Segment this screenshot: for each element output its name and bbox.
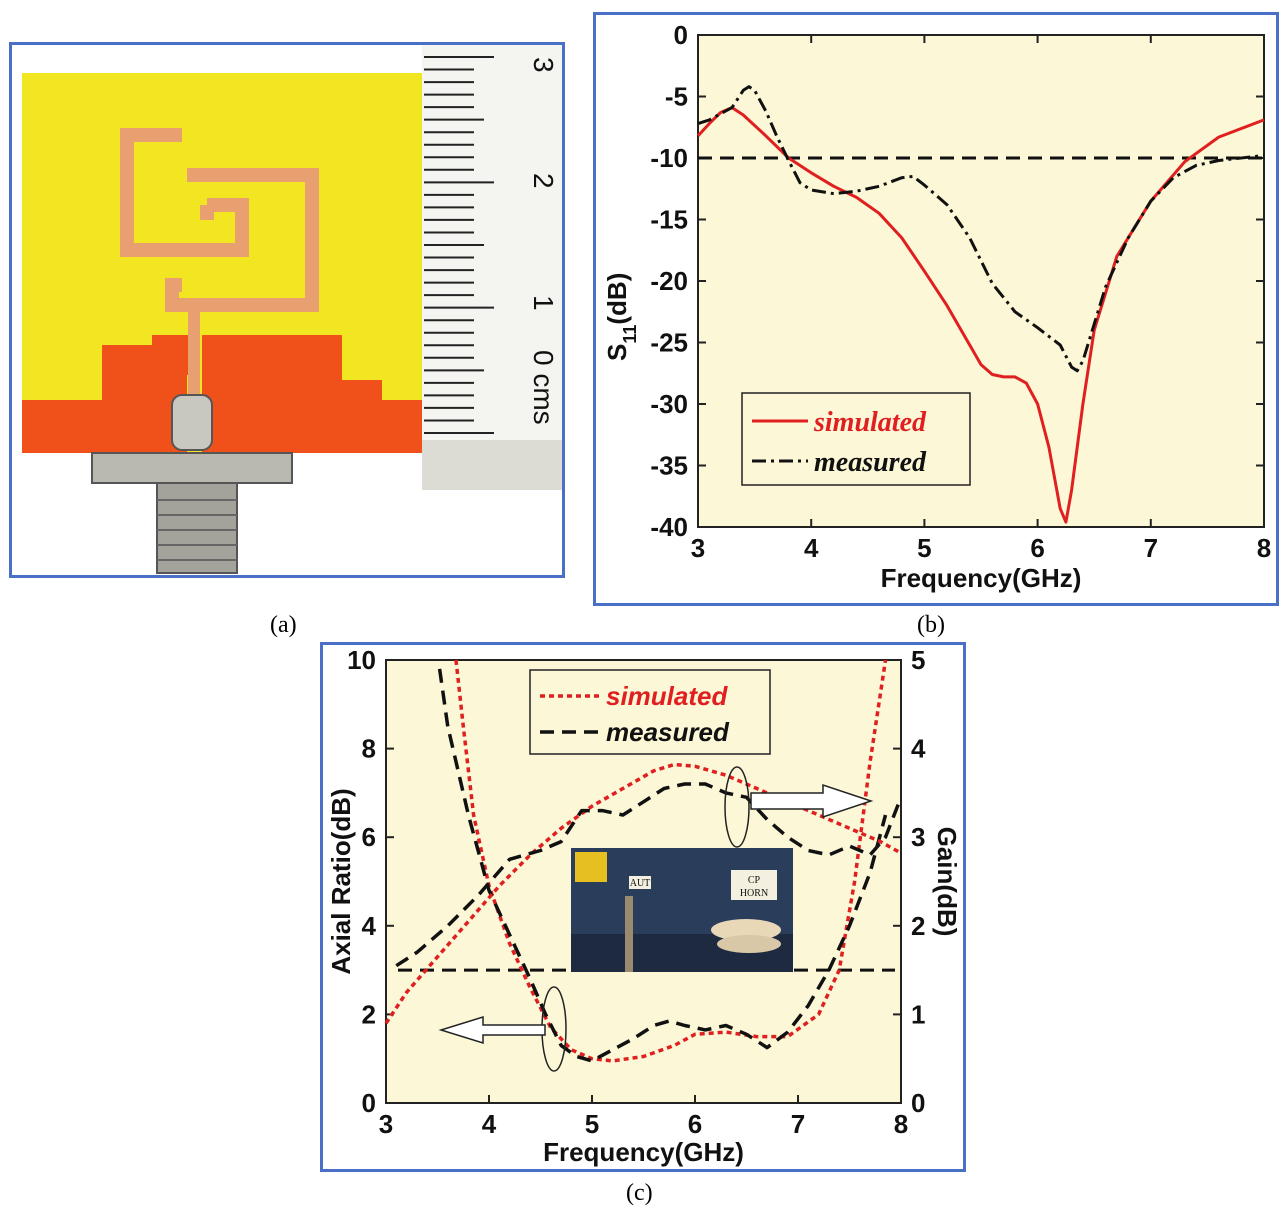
- series-measured-line: [697, 85, 1265, 373]
- series-simulated-line: [696, 106, 1265, 524]
- y-right-tick-label: 2: [911, 911, 925, 941]
- spiral-patch: [120, 128, 319, 312]
- y-tick-label: -15: [650, 205, 688, 235]
- y-left-tick-label: 0: [362, 1088, 376, 1118]
- ruler-ticks: [424, 56, 494, 434]
- ground-plane-left: [22, 335, 192, 453]
- y-tick-label: 0: [674, 20, 688, 50]
- y-axis-label-main: S: [602, 344, 632, 361]
- y-right-tick-label: 4: [911, 734, 926, 764]
- y-right-tick-label: 1: [911, 999, 925, 1029]
- x-tick-label: 8: [1257, 533, 1271, 563]
- series-simulated-axial-ratio-line: [454, 659, 888, 1063]
- x-tick-label: 3: [691, 533, 705, 563]
- y-axis-label-subscript: 11: [620, 325, 640, 344]
- x-axis-label: Frequency(GHz): [881, 563, 1082, 593]
- series-simulated-gain-line: [384, 762, 902, 1025]
- y-right-axis-label: Gain(dB): [932, 827, 962, 937]
- x-tick-label: 5: [917, 533, 931, 563]
- y-left-tick-label: 6: [362, 822, 376, 852]
- legend-label-simulated: simulated: [813, 407, 927, 438]
- connector-body: [156, 482, 238, 574]
- ruler-label-3: 3: [528, 57, 559, 73]
- legend-label-measured: measured: [606, 717, 730, 747]
- x-tick-label: 4: [482, 1109, 497, 1139]
- series-measured-gain-line: [395, 782, 903, 968]
- inset-aut-antenna: [575, 852, 607, 882]
- caption-c: (c): [626, 1180, 653, 1206]
- x-tick-label: 7: [791, 1109, 805, 1139]
- annotation-ellipse-gain: [724, 766, 750, 848]
- y-tick-label: -25: [650, 328, 688, 358]
- y-axis-label-unit: (dB): [602, 273, 632, 325]
- inset-horn-label: HORN: [740, 888, 768, 899]
- connector-pin: [171, 394, 213, 451]
- panel-c-ar-gain-chart: 3 4 5 6 7 8 0 2 4 6 8 10 0 1 2 3 4 5 AUT CP HORN simulated mea…: [320, 642, 966, 1172]
- x-tick-label: 6: [688, 1109, 702, 1139]
- x-tick-label: 3: [379, 1109, 393, 1139]
- inset-aut-label: AUT: [630, 878, 651, 889]
- y-left-tick-label: 4: [362, 911, 377, 941]
- inset-horn-antenna-lower: [717, 935, 781, 953]
- series-measured-axial-ratio-line: [437, 668, 888, 1063]
- antenna-photo: 3 2 1 0 cms: [22, 45, 562, 574]
- ruler-label-0: 0 cms: [528, 350, 559, 425]
- inset-horn-antenna: [711, 919, 781, 941]
- x-tick-label: 8: [894, 1109, 908, 1139]
- legend-label-simulated: simulated: [606, 681, 728, 711]
- feed-line: [188, 310, 200, 395]
- y-tick-label: -10: [650, 143, 688, 173]
- legend-label-measured: measured: [814, 447, 927, 478]
- s11-chart: 3 4 5 6 7 8 0 -5 -10 -15 -20 -25 -30 -35 -40 Frequency(…: [602, 20, 1271, 593]
- x-axis-label: Frequency(GHz): [543, 1137, 744, 1167]
- y-axis-label: S11(dB): [602, 273, 640, 361]
- y-right-tick-label: 3: [911, 822, 925, 852]
- arrow-left-icon: [438, 1015, 546, 1045]
- y-right-tick-label: 5: [911, 645, 925, 675]
- y-tick-label: -40: [650, 512, 688, 542]
- caption-b: (b): [917, 612, 945, 638]
- panel-a-photo: 3 2 1 0 cms: [9, 42, 565, 578]
- panel-b-s11-chart: 3 4 5 6 7 8 0 -5 -10 -15 -20 -25 -30 -35 -40 Frequency(…: [593, 12, 1279, 606]
- y-left-tick-label: 10: [347, 645, 376, 675]
- legend-box: [529, 669, 771, 755]
- y-tick-label: -5: [665, 82, 688, 112]
- y-left-tick-label: 8: [362, 734, 376, 764]
- legend-box: [741, 392, 971, 486]
- x-tick-label: 4: [804, 533, 819, 563]
- ruler-label-2: 2: [528, 173, 559, 189]
- x-tick-label: 7: [1144, 533, 1158, 563]
- x-tick-label: 6: [1030, 533, 1044, 563]
- y-right-tick-label: 0: [911, 1088, 925, 1118]
- ruler-label-1: 1: [528, 295, 559, 311]
- inset-aut-stand: [625, 896, 633, 972]
- y-tick-label: -30: [650, 389, 688, 419]
- inset-horn-tag: [731, 870, 777, 900]
- y-tick-label: -35: [650, 451, 688, 481]
- y-tick-label: -20: [650, 266, 688, 296]
- inset-aut-tag: [629, 876, 651, 889]
- connector-flange: [91, 452, 293, 484]
- y-left-axis-label: Axial Ratio(dB): [326, 788, 356, 974]
- inset-cp-label: CP: [748, 875, 761, 886]
- caption-a: (a): [270, 612, 297, 638]
- y-left-tick-label: 2: [362, 999, 376, 1029]
- ground-plane-right: [202, 335, 432, 453]
- x-tick-label: 5: [585, 1109, 599, 1139]
- arrow-right-icon: [750, 783, 874, 819]
